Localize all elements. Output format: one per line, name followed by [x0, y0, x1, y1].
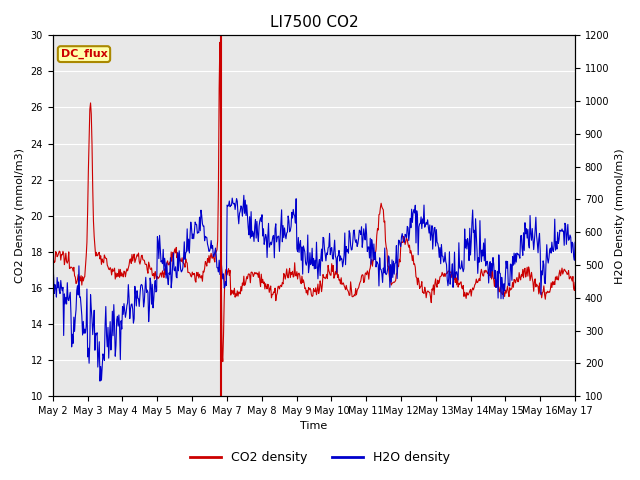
Title: LI7500 CO2: LI7500 CO2 — [269, 15, 358, 30]
Y-axis label: CO2 Density (mmol/m3): CO2 Density (mmol/m3) — [15, 148, 25, 283]
Legend: CO2 density, H2O density: CO2 density, H2O density — [184, 446, 456, 469]
Text: DC_flux: DC_flux — [61, 49, 108, 59]
X-axis label: Time: Time — [300, 421, 328, 432]
Y-axis label: H2O Density (mmol/m3): H2O Density (mmol/m3) — [615, 148, 625, 284]
